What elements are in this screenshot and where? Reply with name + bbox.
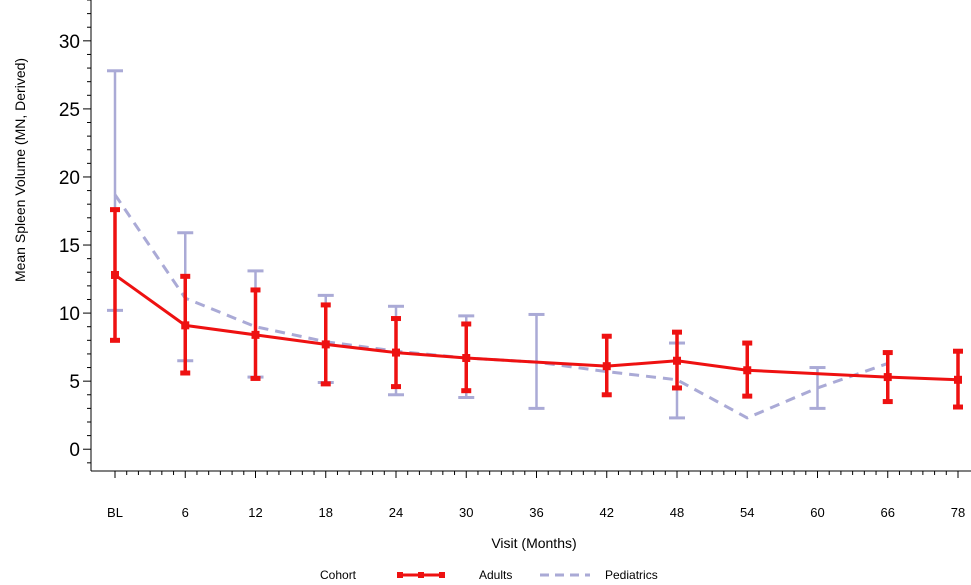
x-tick-label: 30 [459,505,473,520]
legend-marker-adults [439,572,445,578]
x-ticks: BL 6 12 18 24 30 36 42 48 54 60 66 78 [107,471,965,520]
data-point-adults [111,270,119,279]
x-tick-label: 78 [951,505,965,520]
y-tick-label: 0 [69,440,80,461]
x-tick-label: 12 [248,505,262,520]
x-tick-label: 24 [389,505,403,520]
data-point-adults [462,354,471,363]
y-tick-label: 20 [59,168,80,189]
x-tick-label: 6 [182,505,189,520]
data-point-adults [743,366,752,375]
x-tick-label: 60 [810,505,824,520]
data-point-adults [602,362,611,371]
series-line-pediatrics [113,193,889,420]
legend-marker-adults [418,572,424,578]
legend-item-pediatrics: Pediatrics [540,568,658,582]
legend-marker-adults [397,572,403,578]
x-tick-label: 18 [319,505,333,520]
data-point-adults [181,321,190,330]
legend-item-adults: Adults [397,568,512,582]
data-point-adults [673,356,681,365]
legend-label-pediatrics: Pediatrics [605,568,658,582]
x-tick-label: BL [107,505,123,520]
y-tick-label: 5 [69,372,80,393]
data-point-adults [251,330,260,339]
y-tick-label: 30 [59,32,80,53]
axes [90,0,971,472]
data-point-adults [321,340,330,349]
y-ticks: 0 5 10 15 20 25 30 [59,0,91,464]
data-point-adults [392,348,400,357]
x-tick-label: 48 [670,505,684,520]
y-axis-title: Mean Spleen Volume (MN, Derived) [12,58,28,282]
legend-label-adults: Adults [479,568,512,582]
x-tick-label: 66 [881,505,895,520]
x-tick-label: 36 [529,505,543,520]
legend: Cohort Adults Pediatrics [320,568,658,582]
legend-title: Cohort [320,568,357,582]
data-point-adults [954,375,962,384]
series-adults [110,207,963,410]
y-tick-label: 15 [59,236,80,257]
x-tick-label: 54 [740,505,754,520]
y-tick-label: 10 [59,304,80,325]
x-tick-label: 42 [600,505,614,520]
x-axis-title: Visit (Months) [491,535,576,551]
series-layer [107,69,963,420]
data-point-adults [883,373,892,382]
y-tick-label: 25 [59,100,80,121]
series-pediatrics [107,69,889,420]
